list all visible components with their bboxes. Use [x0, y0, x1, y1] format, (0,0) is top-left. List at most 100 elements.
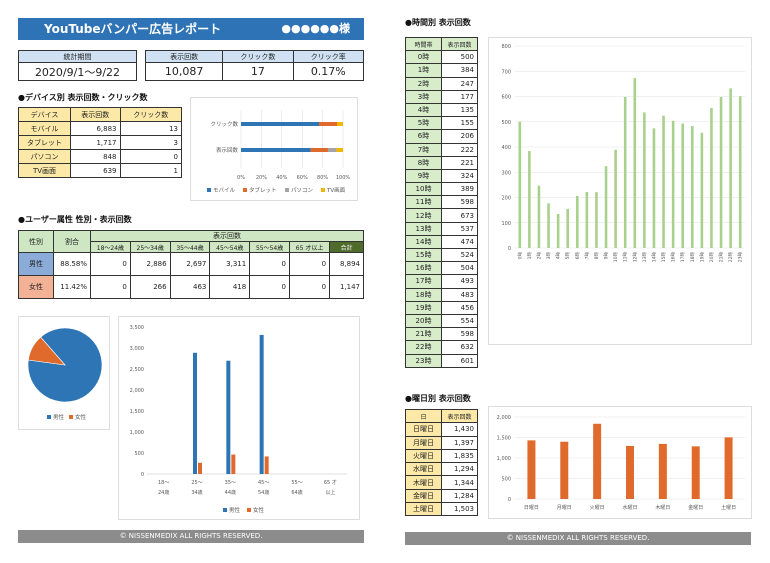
table-row: 13時 537 — [405, 221, 478, 236]
row-value: 537 — [441, 221, 478, 236]
customer-name: ●●●●●●様 — [281, 22, 350, 35]
age-value: 266 — [129, 275, 171, 299]
bar — [527, 440, 536, 499]
x-tick-label: 40% — [276, 175, 287, 181]
bar-segment — [310, 148, 328, 152]
row-label: 水曜日 — [405, 462, 442, 477]
legend-label: TV画面 — [326, 187, 346, 194]
table-row: モバイル 6,883 13 — [18, 121, 183, 136]
row-label: 13時 — [405, 221, 442, 236]
y-tick-label: 1,000 — [130, 430, 144, 436]
age-header: 55～54歳 — [249, 241, 290, 253]
table-row: 6時 206 — [405, 129, 478, 144]
legend-label: 男性 — [53, 413, 65, 421]
total-header: 合計 — [329, 241, 364, 253]
footer-right: © NISSENMEDIX ALL RIGHTS RESERVED. — [405, 532, 751, 545]
row-label: 7時 — [405, 142, 442, 157]
x-tick-label: 0% — [237, 175, 245, 181]
row-value: 632 — [441, 340, 478, 355]
category-label: クリック数 — [210, 120, 238, 128]
ratio-col-header: 割合 — [53, 230, 91, 253]
x-tick-label: 2時 — [536, 252, 542, 260]
y-tick-label: 2,000 — [497, 415, 511, 421]
category-label: 44歳 — [225, 489, 236, 496]
category-label: 18～ — [158, 480, 169, 486]
row-label: 23時 — [405, 353, 442, 368]
y-tick-label: 700 — [501, 69, 511, 75]
legend-swatch — [321, 188, 325, 192]
bar-segment — [337, 122, 343, 126]
category-label: 45～ — [258, 480, 269, 486]
gender-col-header: 性別 — [18, 230, 54, 253]
device-label: タブレット — [18, 135, 71, 150]
x-tick-label: 14時 — [651, 252, 657, 263]
x-tick-label: 13時 — [642, 252, 648, 263]
x-tick-label: 19時 — [699, 252, 705, 263]
x-tick-label: 16時 — [671, 252, 677, 263]
table-row: 1時 384 — [405, 63, 478, 78]
bar — [556, 213, 560, 248]
period-label: 統計期間 — [18, 50, 137, 63]
row-value: 598 — [441, 195, 478, 210]
x-tick-label: 9時 — [604, 252, 610, 260]
table-row: 男性 88.58% 0 2,886 2,697 3,311 0 0 8,894 — [18, 252, 364, 276]
age-header: 25～34歳 — [129, 241, 171, 253]
row-label: 20時 — [405, 313, 442, 329]
legend-label: 女性 — [253, 506, 265, 514]
bar — [226, 360, 231, 474]
table-row: タブレット 1,717 3 — [18, 135, 183, 150]
bar — [690, 126, 694, 248]
bar — [626, 445, 634, 499]
y-tick-label: 3,500 — [130, 325, 144, 331]
y-tick-label: 3,000 — [130, 346, 144, 352]
category-label: 以上 — [325, 489, 335, 496]
bar — [710, 108, 713, 249]
weekday-col-header: 日 — [405, 408, 442, 424]
y-tick-label: 0 — [508, 497, 511, 503]
x-tick-label: 3時 — [546, 252, 552, 260]
weekday-col-header: 表示回数 — [441, 408, 478, 424]
legend-label: パソコン — [291, 187, 314, 194]
row-value: 673 — [441, 208, 478, 223]
row-value: 474 — [441, 234, 478, 250]
bar — [585, 191, 589, 248]
table-row: 15時 524 — [405, 247, 478, 263]
device-clicks: 3 — [119, 135, 183, 150]
x-tick-label: 8時 — [594, 252, 600, 260]
row-value: 601 — [441, 353, 478, 368]
category-label: 表示回数 — [216, 146, 239, 154]
row-label: 15時 — [405, 247, 442, 263]
summary-table: 表示回数 クリック数 クリック率 10,087 17 0.17% — [144, 50, 365, 81]
table-row: 2時 247 — [405, 76, 478, 91]
x-tick-label: 80% — [317, 175, 328, 181]
row-label: 10時 — [405, 182, 442, 197]
bar — [537, 185, 541, 248]
y-tick-label: 1,500 — [497, 436, 511, 442]
bar — [259, 334, 264, 474]
bar — [724, 437, 733, 499]
legend-label: モバイル — [213, 187, 236, 194]
row-value: 1,294 — [441, 462, 478, 477]
age-header: 35～44歳 — [169, 241, 211, 253]
row-value: 135 — [441, 102, 478, 118]
x-tick-label: 木曜日 — [655, 504, 670, 511]
device-col-header: デバイス — [18, 107, 71, 122]
row-label: 2時 — [405, 76, 442, 91]
x-tick-label: 0時 — [517, 252, 523, 260]
row-label: 3時 — [405, 89, 442, 104]
bar — [671, 120, 675, 248]
y-tick-label: 0 — [508, 246, 511, 252]
device-clicks: 13 — [119, 121, 183, 136]
age-value: 2,697 — [169, 252, 211, 276]
table-row: 7時 222 — [405, 142, 478, 157]
row-label: 5時 — [405, 116, 442, 131]
weekday-chart-box: 0 500 1,000 1,500 2,000 日曜日 月曜日 火曜日 水曜日 木曜日 金曜日 土曜日 — [488, 406, 752, 519]
y-tick-label: 1,000 — [497, 456, 511, 462]
gender-pie-box: 男性 女性 — [18, 316, 110, 430]
bar — [691, 446, 700, 499]
age-value: 463 — [169, 275, 211, 299]
row-value: 384 — [441, 63, 478, 78]
device-section-title: ●デバイス別 表示回数・クリック数 — [18, 93, 148, 102]
period-value: 2020/9/1～9/22 — [18, 62, 137, 81]
views-col-header: 表示回数 — [90, 230, 364, 242]
